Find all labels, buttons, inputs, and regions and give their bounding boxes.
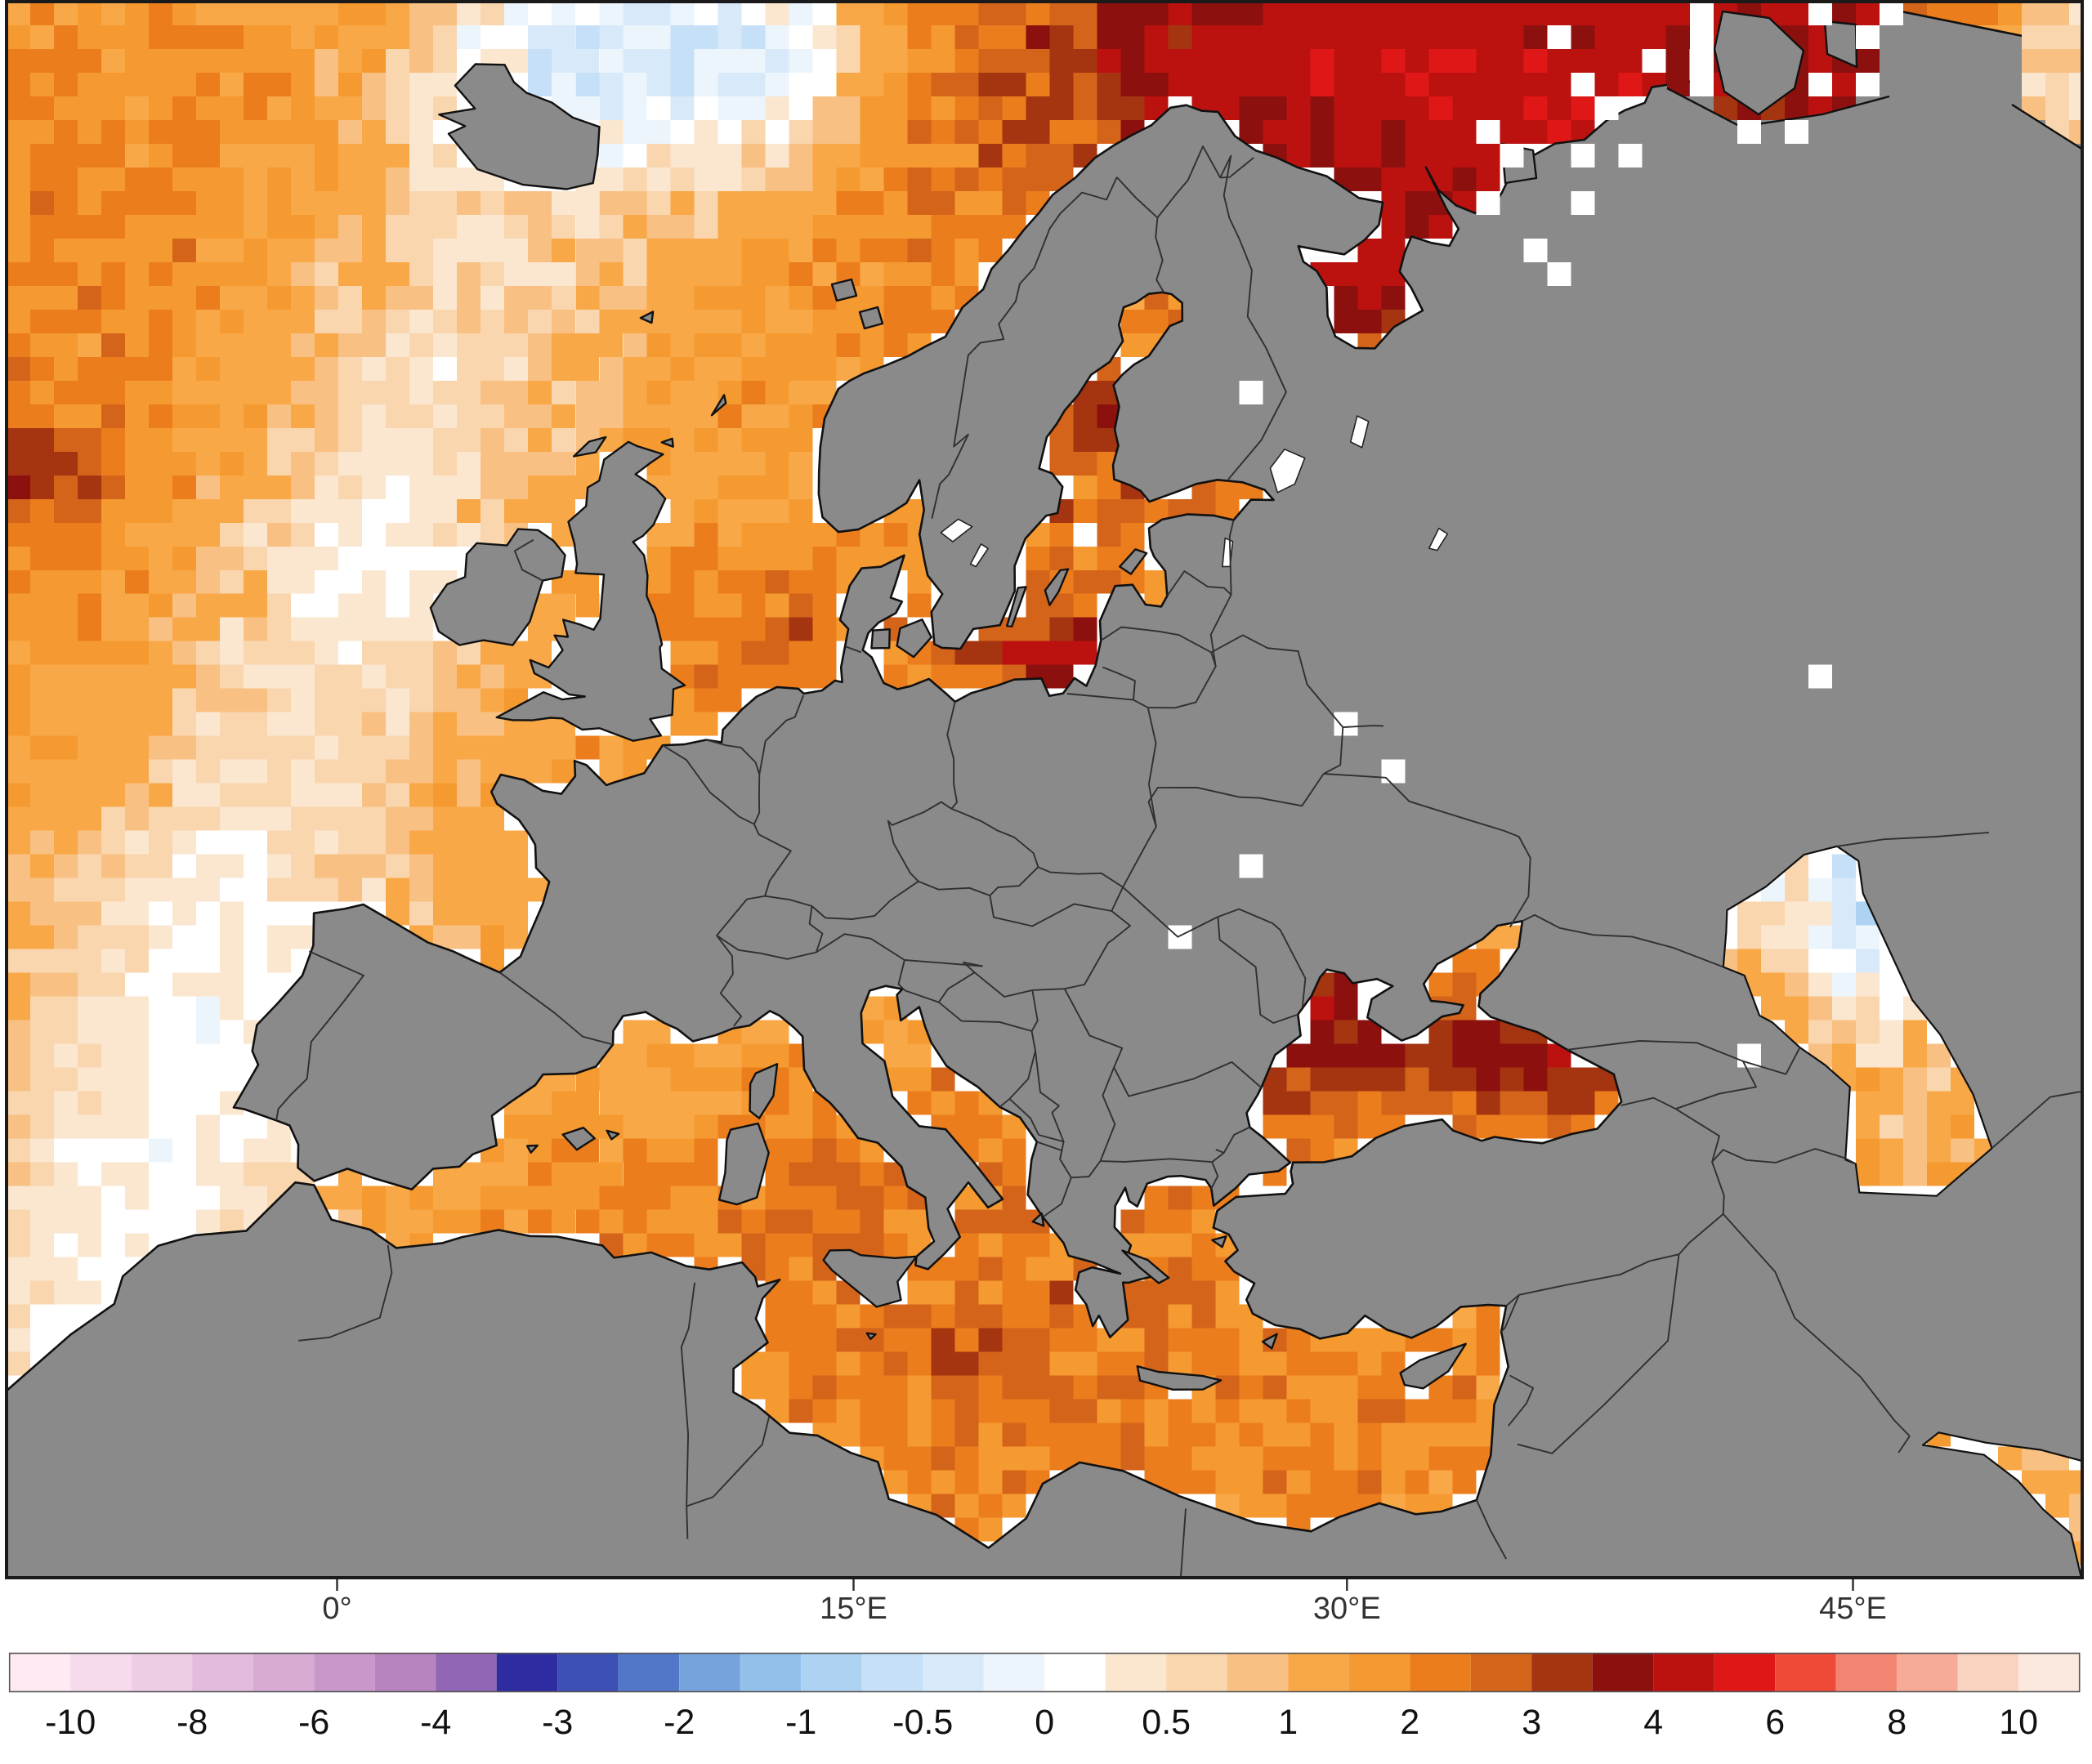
svg-text:8: 8 [1887,1703,1906,1742]
svg-text:15°E: 15°E [820,1592,887,1626]
svg-text:1: 1 [1278,1703,1298,1742]
svg-text:-1: -1 [785,1703,816,1742]
svg-text:-4: -4 [420,1703,451,1742]
svg-text:-10: -10 [45,1703,96,1742]
svg-text:0°: 0° [322,1592,351,1626]
svg-text:30°E: 30°E [1313,1592,1381,1626]
svg-text:6: 6 [1765,1703,1785,1742]
svg-text:-2: -2 [664,1703,695,1742]
svg-text:-3: -3 [542,1703,573,1742]
svg-text:45°E: 45°E [1819,1592,1887,1626]
svg-text:0.5: 0.5 [1142,1703,1191,1742]
svg-text:3: 3 [1522,1703,1541,1742]
svg-text:-8: -8 [177,1703,208,1742]
svg-text:4: 4 [1643,1703,1663,1742]
svg-text:2: 2 [1400,1703,1419,1742]
svg-text:-6: -6 [298,1703,329,1742]
svg-text:10: 10 [1999,1703,2038,1742]
svg-text:-0.5: -0.5 [892,1703,953,1742]
svg-text:0: 0 [1035,1703,1054,1742]
